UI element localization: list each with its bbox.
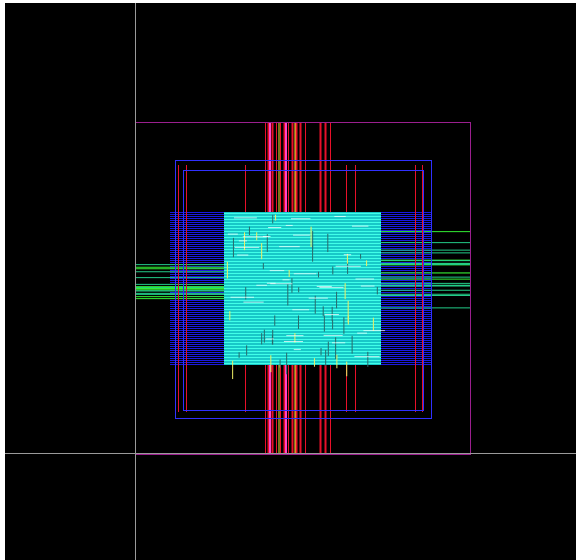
core-ring-inner: [183, 170, 424, 411]
layout-layers: [135, 122, 470, 454]
core-ring-outer: [175, 160, 432, 419]
